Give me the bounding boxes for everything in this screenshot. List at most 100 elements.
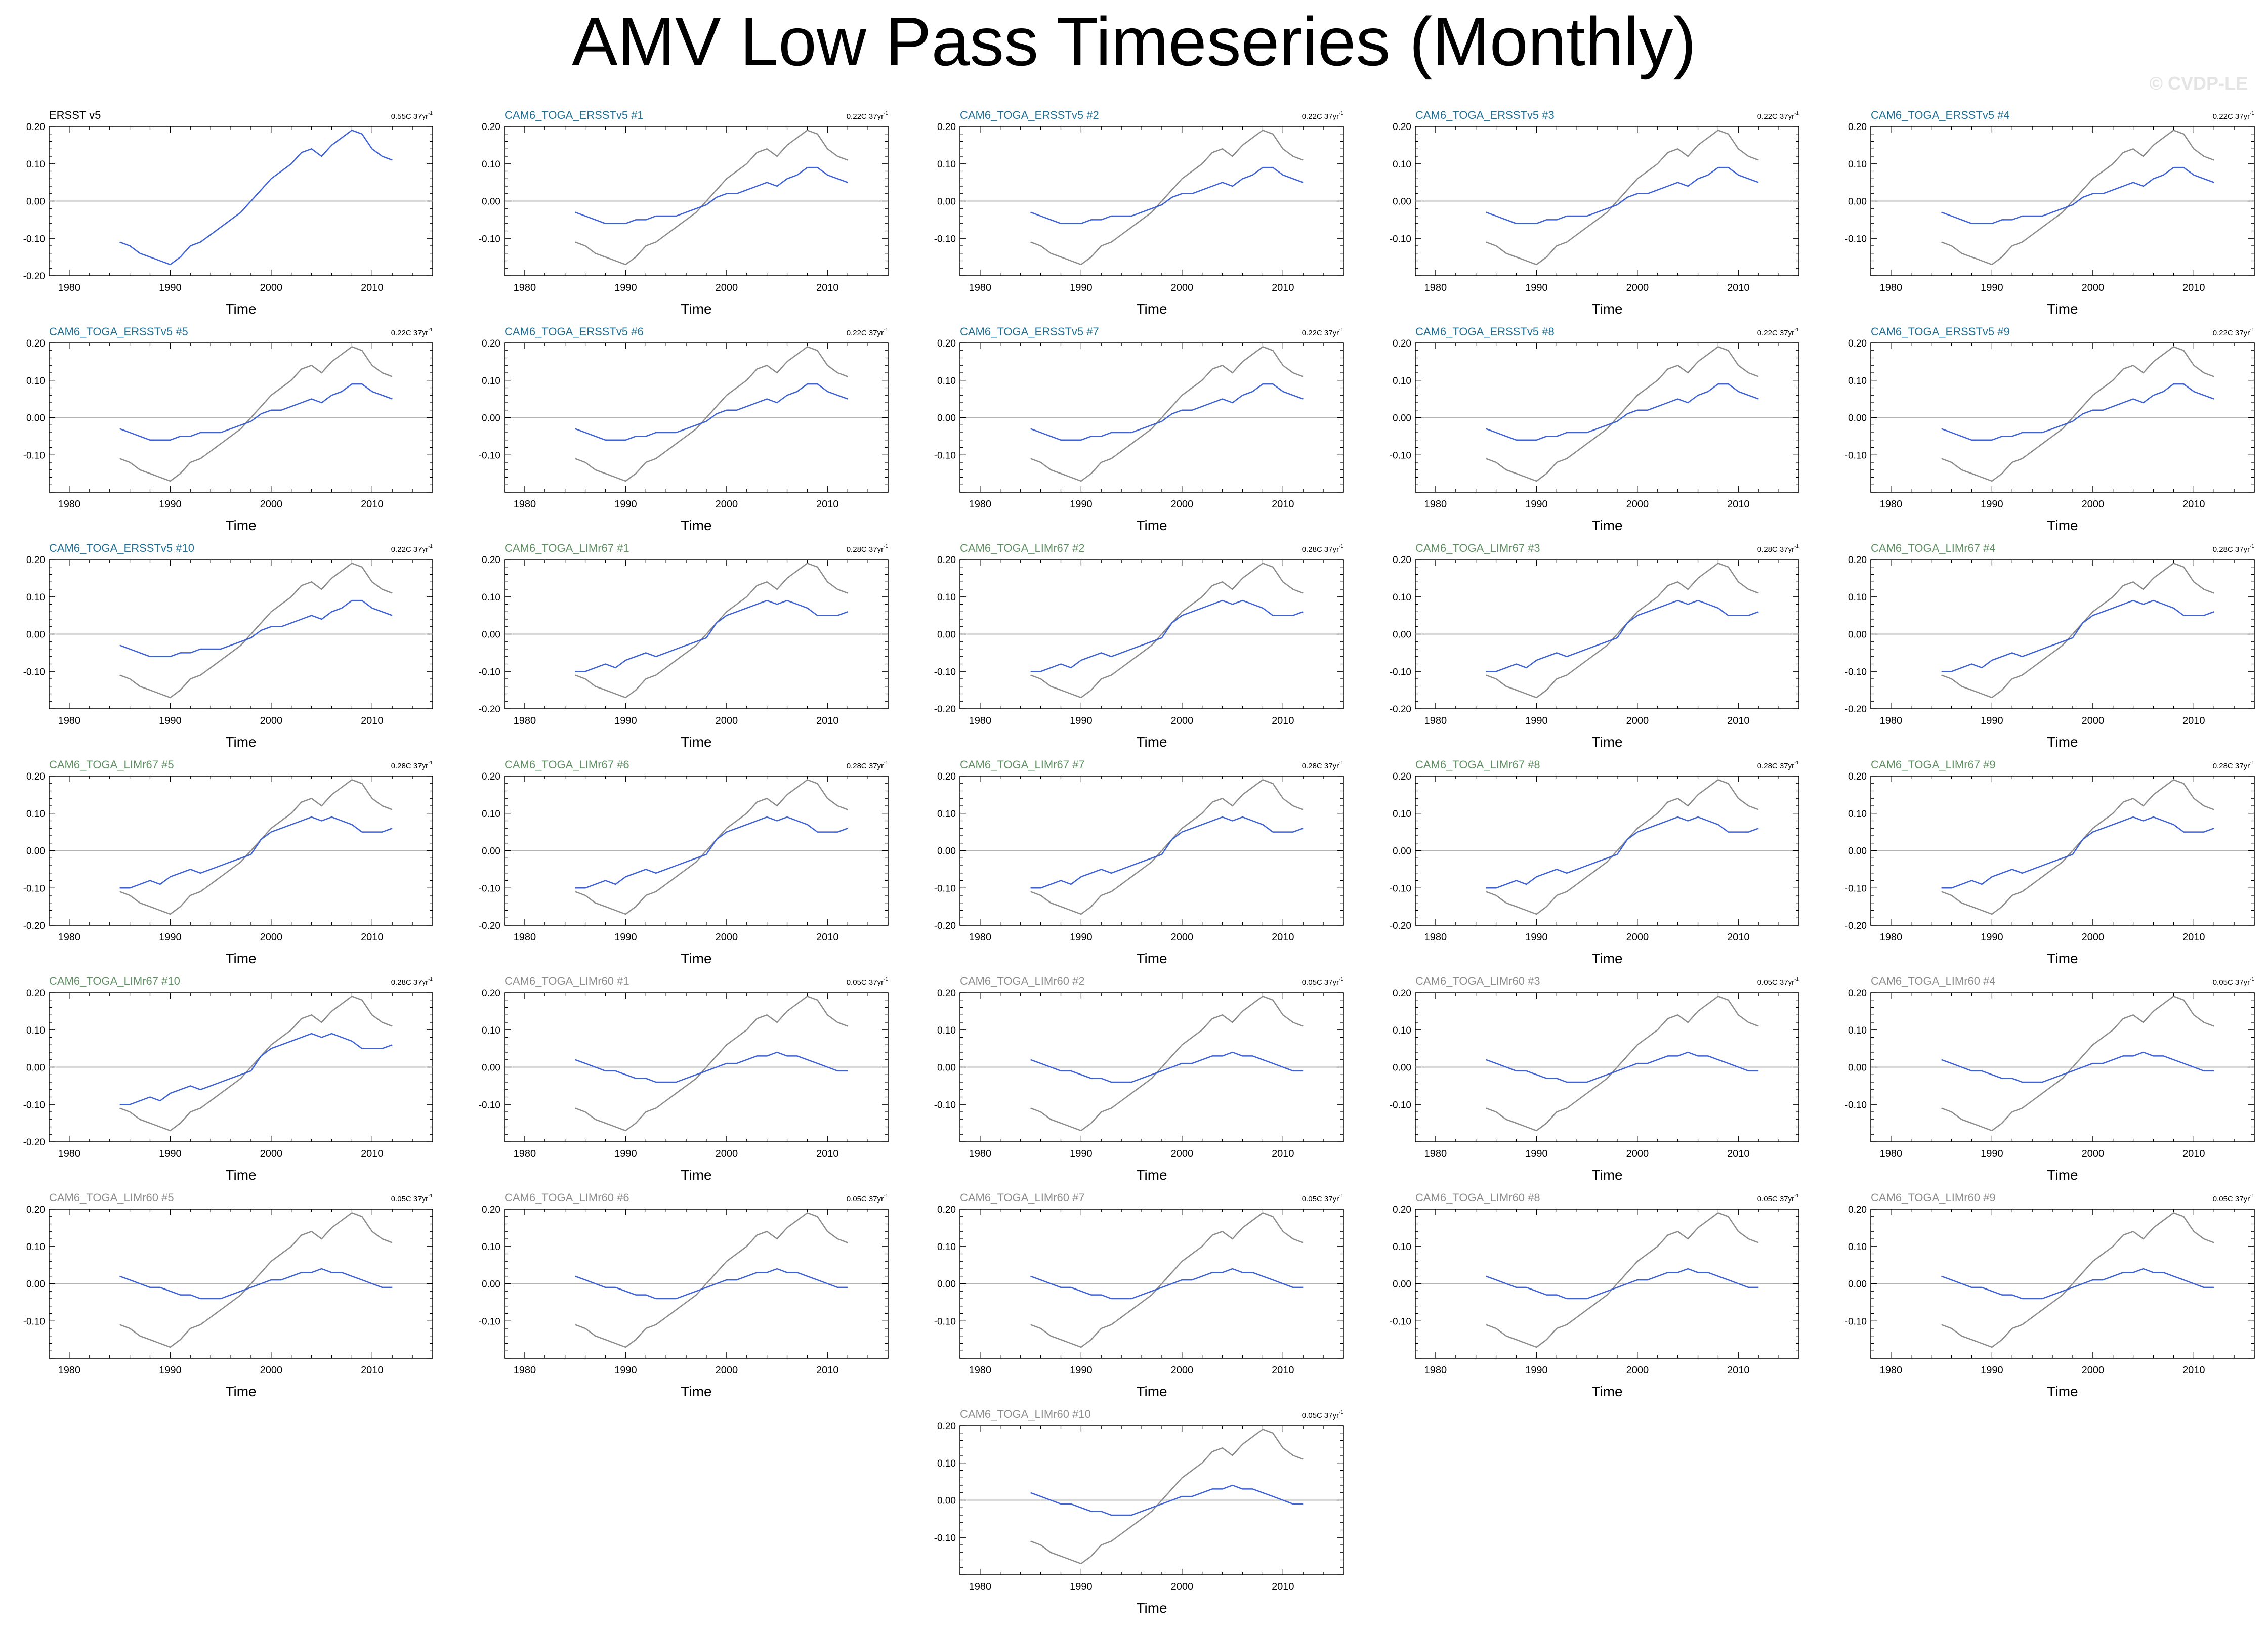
x-tick-label: 2010 xyxy=(361,499,384,510)
x-tick-label: 1990 xyxy=(1981,715,2003,726)
x-tick-label: 2000 xyxy=(716,282,738,293)
trend-label: 0.22C 37yr-1 xyxy=(391,327,433,337)
panel-title: ERSST v5 xyxy=(49,109,101,121)
y-tick-label: 0.00 xyxy=(26,846,45,857)
y-tick-label: 0.00 xyxy=(26,1279,45,1290)
x-tick-label: 2000 xyxy=(1626,1365,1649,1376)
y-tick-label: -0.10 xyxy=(23,1316,45,1327)
x-tick-label: 1980 xyxy=(969,932,992,943)
y-tick-label: -0.20 xyxy=(1390,921,1411,931)
chart-panel: CAM6_TOGA_LIMr67 #3 0.28C 37yr-1 1980 1990 2… xyxy=(1374,537,1829,754)
model-series-line xyxy=(575,816,848,889)
model-series-line xyxy=(1486,166,1759,225)
y-tick-label: 0.20 xyxy=(26,771,45,782)
x-axis-label: Time xyxy=(1591,518,1622,533)
y-tick-label: -0.20 xyxy=(23,1137,45,1148)
x-tick-label: 2010 xyxy=(2182,282,2205,293)
y-tick-label: 0.20 xyxy=(482,988,500,999)
y-tick-label: 0.20 xyxy=(937,338,956,349)
x-tick-label: 1980 xyxy=(514,282,536,293)
observed-series-line xyxy=(119,779,393,915)
x-tick-label: 1980 xyxy=(1880,715,1903,726)
chart-svg: CAM6_TOGA_LIMr67 #9 0.28C 37yr-1 1980 1990 2… xyxy=(1845,758,2255,966)
x-tick-label: 1990 xyxy=(159,1365,182,1376)
chart-svg: CAM6_TOGA_ERSSTv5 #6 0.22C 37yr-1 1980 1990… xyxy=(479,325,889,533)
y-tick-label: 0.10 xyxy=(937,592,956,603)
x-axis-label: Time xyxy=(225,1384,256,1399)
x-axis-label: Time xyxy=(225,951,256,966)
chart-panel: ERSST v5 0.55C 37yr-1 1980 1990 2000 2010 0.20… xyxy=(8,104,463,321)
x-tick-label: 2000 xyxy=(1171,1365,1194,1376)
chart-svg: CAM6_TOGA_LIMr60 #5 0.05C 37yr-1 1980 1990 2… xyxy=(23,1191,433,1399)
panel-title: CAM6_TOGA_LIMr60 #5 xyxy=(49,1191,174,1204)
chart-panel: CAM6_TOGA_LIMr60 #3 0.05C 37yr-1 1980 1990 2… xyxy=(1374,970,1829,1187)
observed-series-line xyxy=(1941,563,2214,699)
x-tick-label: 1980 xyxy=(58,1148,81,1159)
model-series-line xyxy=(1486,599,1759,672)
x-tick-label: 2000 xyxy=(260,499,283,510)
observed-series-line xyxy=(1030,779,1304,915)
x-tick-label: 2010 xyxy=(2182,1365,2205,1376)
x-tick-label: 1990 xyxy=(1981,499,2003,510)
trend-label: 0.28C 37yr-1 xyxy=(2213,760,2255,770)
chart-svg: CAM6_TOGA_LIMr60 #7 0.05C 37yr-1 1980 1990 2… xyxy=(934,1191,1344,1399)
x-tick-label: 2000 xyxy=(716,932,738,943)
panel-title: CAM6_TOGA_LIMr67 #9 xyxy=(1871,758,1996,771)
x-tick-label: 2000 xyxy=(1626,1148,1649,1159)
x-tick-label: 2000 xyxy=(1171,499,1194,510)
observed-series-line xyxy=(119,1212,393,1348)
model-series-line xyxy=(119,1268,393,1300)
y-tick-label: 0.10 xyxy=(1848,376,1867,386)
model-series-line xyxy=(1486,383,1759,441)
y-tick-label: -0.10 xyxy=(1390,1316,1411,1327)
x-tick-label: 1990 xyxy=(159,1148,182,1159)
panel-title: CAM6_TOGA_LIMr60 #10 xyxy=(960,1408,1091,1421)
y-tick-label: 0.20 xyxy=(1848,988,1867,999)
panel-title: CAM6_TOGA_LIMr67 #2 xyxy=(960,542,1085,554)
x-axis-label: Time xyxy=(2047,518,2078,533)
model-series-line xyxy=(1941,383,2214,441)
y-tick-label: 0.10 xyxy=(937,159,956,170)
panel-title: CAM6_TOGA_ERSSTv5 #2 xyxy=(960,109,1099,121)
y-tick-label: -0.10 xyxy=(23,450,45,461)
x-axis-label: Time xyxy=(1591,734,1622,750)
y-tick-label: 0.20 xyxy=(937,1205,956,1215)
chart-svg: CAM6_TOGA_LIMr67 #7 0.28C 37yr-1 1980 1990 2… xyxy=(934,758,1344,966)
chart-svg: CAM6_TOGA_LIMr67 #1 0.28C 37yr-1 1980 1990 2… xyxy=(479,542,889,750)
trend-label: 0.22C 37yr-1 xyxy=(2213,327,2255,337)
panel-title: CAM6_TOGA_LIMr60 #8 xyxy=(1415,1191,1540,1204)
y-tick-label: 0.20 xyxy=(937,122,956,133)
x-tick-label: 1990 xyxy=(1070,1148,1093,1159)
x-axis-label: Time xyxy=(1136,734,1167,750)
x-tick-label: 2000 xyxy=(1171,932,1194,943)
model-series-line xyxy=(575,1268,848,1300)
chart-svg: CAM6_TOGA_LIMr60 #6 0.05C 37yr-1 1980 1990 2… xyxy=(479,1191,889,1399)
x-tick-label: 1980 xyxy=(969,1365,992,1376)
x-axis-label: Time xyxy=(1136,1384,1167,1399)
trend-label: 0.28C 37yr-1 xyxy=(391,977,433,987)
x-axis-label: Time xyxy=(1136,518,1167,533)
x-axis-label: Time xyxy=(681,1167,711,1183)
trend-label: 0.22C 37yr-1 xyxy=(2213,111,2255,121)
x-axis-label: Time xyxy=(1136,301,1167,317)
y-tick-label: -0.10 xyxy=(934,234,956,244)
x-tick-label: 1990 xyxy=(614,282,637,293)
x-tick-label: 2010 xyxy=(361,1148,384,1159)
y-tick-label: 0.20 xyxy=(1393,338,1411,349)
chart-panel: CAM6_TOGA_ERSSTv5 #3 0.22C 37yr-1 1980 1990… xyxy=(1374,104,1829,321)
chart-svg: CAM6_TOGA_LIMr67 #2 0.28C 37yr-1 1980 1990 2… xyxy=(934,542,1344,750)
observed-series-line xyxy=(575,130,848,266)
y-tick-label: 0.20 xyxy=(482,771,500,782)
x-tick-label: 2000 xyxy=(260,932,283,943)
y-tick-label: 0.20 xyxy=(26,988,45,999)
y-tick-label: 0.10 xyxy=(26,1242,45,1253)
chart-panel: CAM6_TOGA_ERSSTv5 #2 0.22C 37yr-1 1980 1990… xyxy=(918,104,1374,321)
x-tick-label: 1990 xyxy=(614,1365,637,1376)
model-series-line xyxy=(119,816,393,889)
x-tick-label: 2010 xyxy=(1272,282,1294,293)
x-tick-label: 1990 xyxy=(614,1148,637,1159)
x-tick-label: 1990 xyxy=(1070,1581,1093,1593)
trend-label: 0.22C 37yr-1 xyxy=(391,544,433,554)
chart-svg: CAM6_TOGA_LIMr67 #4 0.28C 37yr-1 1980 1990 2… xyxy=(1845,542,2255,750)
trend-label: 0.05C 37yr-1 xyxy=(1757,977,1799,987)
